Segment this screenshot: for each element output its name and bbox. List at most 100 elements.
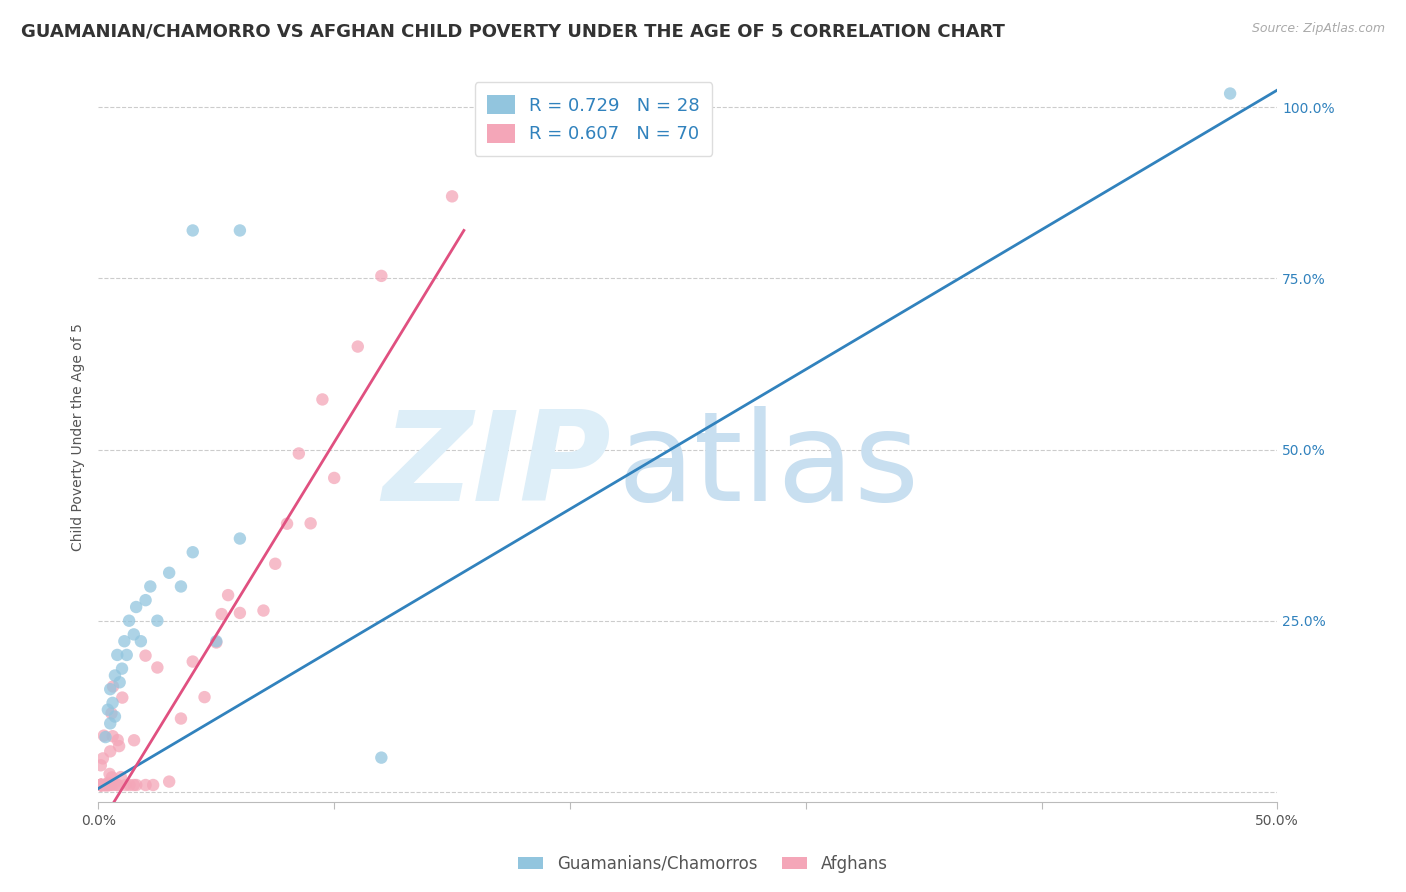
Point [98,767,121,781]
Point [157,774,180,789]
Point [211,607,233,621]
Point [135,648,157,663]
Point [100,706,122,721]
Point [104,668,127,682]
Point [129,634,152,648]
Point [104,709,127,723]
Y-axis label: Child Poverty Under the Age of 5: Child Poverty Under the Age of 5 [72,324,86,551]
Point [107,778,129,792]
Point [111,662,134,676]
Point [170,579,193,593]
Text: atlas: atlas [617,406,920,527]
Text: GUAMANIAN/CHAMORRO VS AFGHAN CHILD POVERTY UNDER THE AGE OF 5 CORRELATION CHART: GUAMANIAN/CHAMORRO VS AFGHAN CHILD POVER… [21,22,1005,40]
Point [97,778,120,792]
Point [122,778,145,792]
Point [110,770,132,784]
Point [112,634,135,648]
Point [90,778,112,792]
Point [98,682,121,697]
Point [135,778,157,792]
Point [93,778,115,792]
Point [100,778,122,792]
Point [181,655,204,669]
Point [125,600,148,615]
Point [101,778,124,792]
Point [108,739,131,753]
Point [90,778,112,792]
Point [107,733,129,747]
Point [94,778,117,792]
Point [91,778,114,792]
Point [101,729,124,743]
Point [229,223,252,237]
Point [122,627,145,641]
Point [91,751,114,765]
Point [90,778,112,792]
Point [111,690,134,705]
Point [94,778,117,792]
Point [299,516,322,531]
Point [193,690,215,705]
Point [90,778,112,792]
Point [90,778,112,792]
Legend: Guamanians/Chamorros, Afghans: Guamanians/Chamorros, Afghans [512,848,894,880]
Point [114,778,136,792]
Point [118,614,141,628]
Point [142,778,165,792]
Point [181,545,204,559]
Point [181,223,204,237]
Point [98,716,121,731]
Point [105,778,128,792]
Point [146,614,169,628]
Point [1219,87,1241,101]
Point [311,392,333,407]
Point [276,516,298,531]
Point [101,696,124,710]
Point [264,557,287,571]
Point [97,778,120,792]
Point [90,778,112,792]
Point [122,733,145,747]
Point [115,648,138,662]
Point [146,660,169,674]
Point [205,635,228,649]
Point [170,712,193,726]
Point [252,603,274,617]
Point [101,680,124,694]
Point [288,446,311,460]
Point [135,593,157,607]
Point [90,778,112,792]
Point [90,778,112,792]
Point [441,189,464,203]
Point [125,778,148,792]
Point [105,648,128,662]
Point [97,703,120,717]
Legend: R = 0.729   N = 28, R = 0.607   N = 70: R = 0.729 N = 28, R = 0.607 N = 70 [475,82,713,156]
Point [101,770,124,784]
Point [139,579,162,593]
Point [90,778,112,792]
Point [96,778,118,792]
Point [94,778,117,792]
Point [93,778,115,792]
Point [157,566,180,580]
Point [118,778,141,792]
Point [90,778,112,792]
Point [97,778,120,792]
Point [217,588,239,602]
Point [370,750,392,764]
Point [90,778,112,792]
Point [96,778,118,792]
Point [97,776,120,790]
Point [346,340,368,354]
Point [370,268,392,283]
Point [91,778,114,792]
Point [205,634,228,648]
Point [90,778,112,792]
Point [229,532,252,546]
Point [90,758,112,772]
Point [98,744,121,758]
Text: Source: ZipAtlas.com: Source: ZipAtlas.com [1251,22,1385,36]
Text: ZIP: ZIP [382,406,612,527]
Point [93,729,115,743]
